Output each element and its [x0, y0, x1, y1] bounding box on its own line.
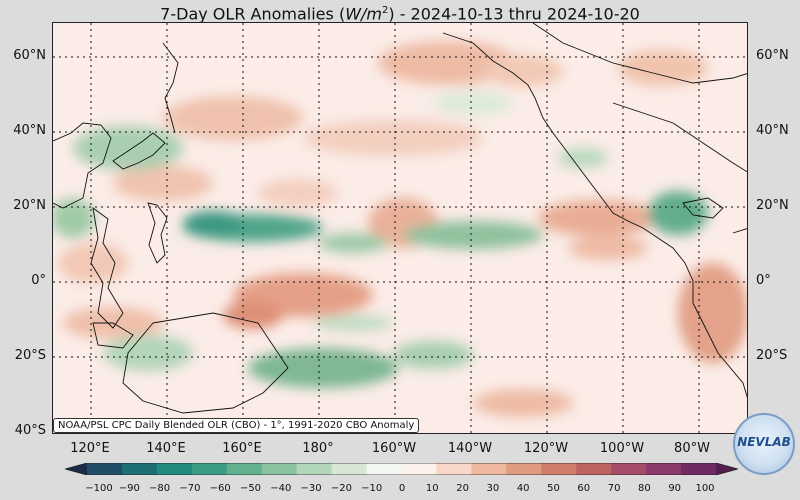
colorbar-segment — [401, 463, 437, 475]
colorbar-segment — [576, 463, 612, 475]
colorbar-tick-label: −20 — [330, 483, 352, 494]
colorbar-tick-label: −80 — [149, 483, 171, 494]
colorbar-segment — [646, 463, 682, 475]
logo-text: NEVLAB — [737, 435, 791, 449]
colorbar-segment — [65, 463, 87, 475]
lon-label: 80°W — [674, 441, 710, 456]
lon-label: 120°E — [70, 441, 110, 456]
olr-anomaly-map[interactable] — [52, 22, 748, 434]
colorbar-segment — [366, 463, 402, 475]
colorbar-tick-label: 80 — [638, 483, 651, 494]
lon-label: 120°W — [523, 441, 569, 456]
lab-logo: NEVLAB — [733, 413, 795, 475]
lat-label-left: 40°N — [13, 123, 46, 138]
colorbar-segment — [716, 463, 738, 475]
colorbar-segment — [87, 463, 123, 475]
colorbar-segment — [331, 463, 368, 475]
colorbar-segment — [611, 463, 647, 475]
colorbar-segment — [261, 463, 298, 475]
map-title: 7-Day OLR Anomalies (W/m2) - 2024-10-13 … — [160, 4, 640, 24]
colorbar-tick-label: −50 — [239, 483, 262, 494]
colorbar-tick-label: 70 — [607, 483, 621, 494]
colorbar-segment — [471, 463, 507, 475]
colorbar-segment — [506, 463, 542, 475]
coastlines — [53, 23, 747, 414]
colorbar-tick-label: −70 — [179, 483, 201, 494]
colorbar-segment — [121, 463, 158, 475]
colorbar-segment — [226, 463, 263, 475]
colorbar-tick-label: 60 — [577, 483, 591, 494]
anomaly-field — [53, 41, 747, 417]
lat-label-right: 40°N — [756, 123, 789, 138]
lat-label-right: 0° — [756, 273, 771, 288]
colorbar-tick-label: 10 — [425, 483, 439, 494]
lon-label: 160°W — [371, 441, 417, 456]
lon-label: 160°E — [222, 441, 262, 456]
colorbar-segment — [296, 463, 333, 475]
lat-label-right: 20°S — [756, 348, 788, 363]
colorbar-tick-label: 20 — [456, 483, 469, 494]
colorbar-tick-label: −10 — [361, 483, 383, 494]
lat-label-right: 20°N — [756, 198, 789, 213]
lon-label: 140°W — [447, 441, 493, 456]
colorbar-tick-label: −60 — [209, 483, 231, 494]
colorbar-tick-label: 100 — [695, 483, 715, 494]
lat-label-left: 20°N — [13, 198, 46, 213]
colorbar-segment — [436, 463, 472, 475]
colorbar — [65, 463, 738, 475]
colorbar-segment — [156, 463, 193, 475]
lat-label-left: 0° — [31, 273, 46, 288]
colorbar-tick-label: 50 — [547, 483, 560, 494]
lat-label-left: 60°N — [13, 48, 46, 63]
colorbar-tick-label: −100 — [85, 483, 113, 494]
colorbar-segment — [191, 463, 228, 475]
graticule — [53, 23, 747, 433]
colorbar-tick-label: −90 — [118, 483, 140, 494]
lat-label-left: 20°S — [14, 348, 46, 363]
colorbar-tick-label: 30 — [486, 483, 500, 494]
colorbar-tick-label: 40 — [516, 483, 530, 494]
lat-label-right: 60°N — [756, 48, 789, 63]
colorbar-tick-label: −40 — [270, 483, 292, 494]
lon-label: 180° — [302, 441, 334, 456]
map-canvas — [53, 23, 747, 433]
lon-label: 140°E — [146, 441, 186, 456]
colorbar-tick-label: −30 — [300, 483, 322, 494]
colorbar-tick-label: 90 — [668, 483, 682, 494]
lat-label-left: 40°S — [14, 423, 46, 438]
lon-label: 100°W — [599, 441, 645, 456]
data-attribution: NOAA/PSL CPC Daily Blended OLR (CBO) - 1… — [53, 418, 420, 433]
colorbar-tick-label: 0 — [398, 483, 406, 494]
colorbar-segment — [681, 463, 717, 475]
colorbar-segment — [541, 463, 577, 475]
